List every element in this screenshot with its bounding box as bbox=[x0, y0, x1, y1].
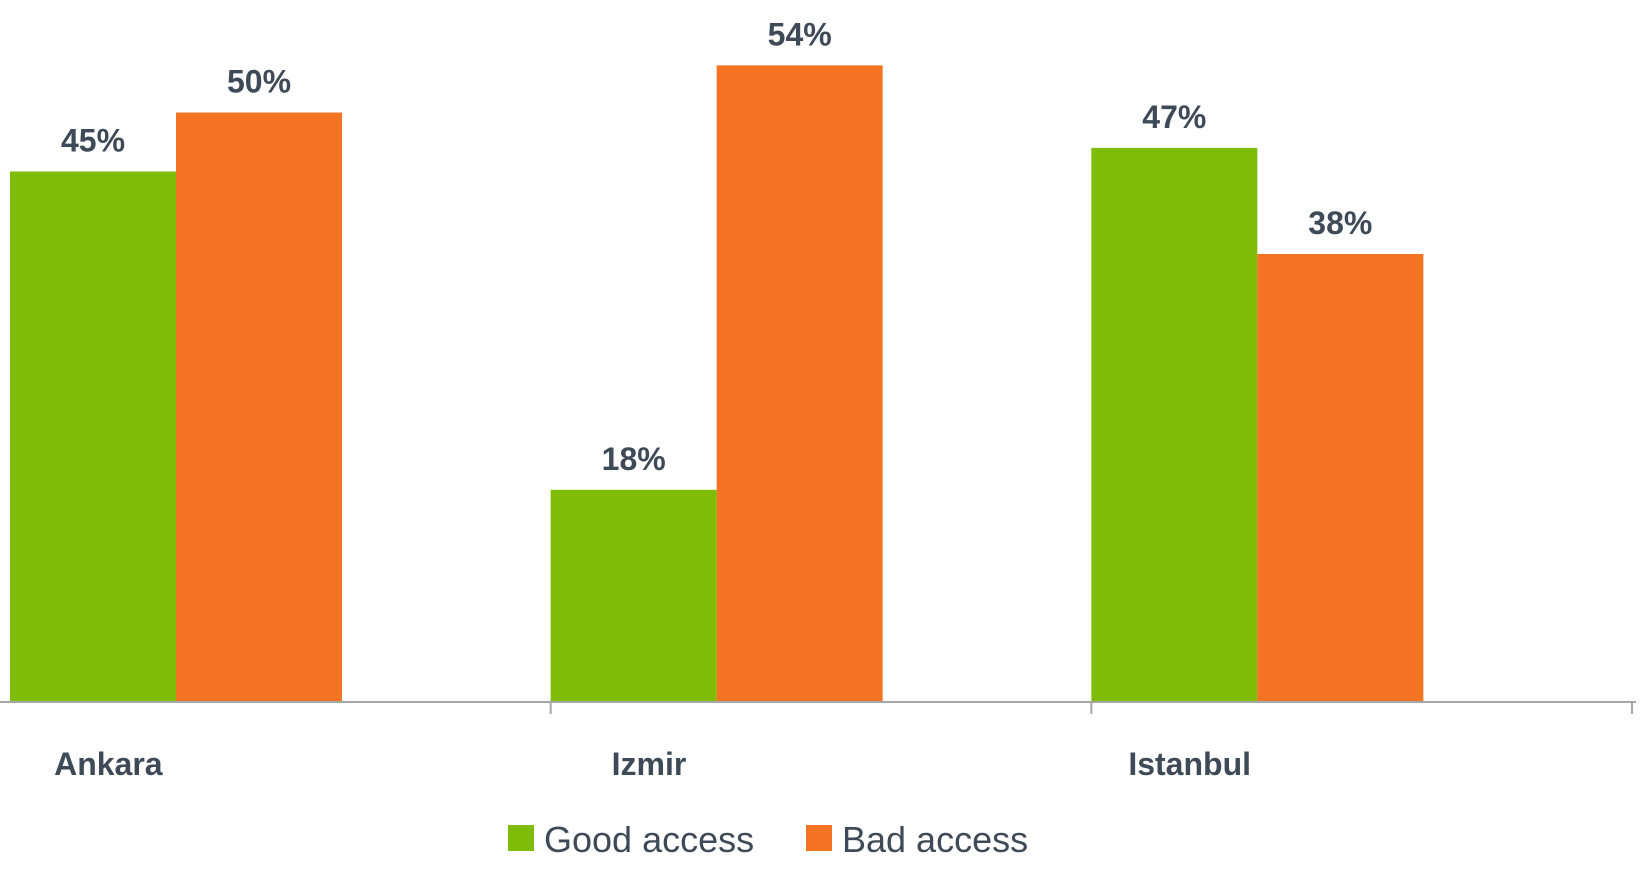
bar-istanbul-good-access bbox=[1091, 147, 1258, 703]
category-label-ankara: Ankara bbox=[54, 746, 163, 782]
legend-label-good-access: Good access bbox=[544, 819, 754, 860]
bar-izmir-bad-access bbox=[716, 65, 883, 703]
bar-ankara-good-access bbox=[10, 171, 176, 702]
x-axis bbox=[0, 701, 1636, 714]
data-labels-layer: 45% 50% 18% 54% 47% 38% bbox=[61, 16, 1372, 476]
legend-label-bad-access: Bad access bbox=[842, 819, 1028, 860]
category-label-istanbul: Istanbul bbox=[1128, 746, 1251, 782]
data-label: 18% bbox=[602, 441, 666, 477]
data-label: 54% bbox=[768, 16, 832, 52]
bar-ankara-bad-access bbox=[176, 112, 342, 703]
legend-swatch-bad-access bbox=[806, 825, 832, 851]
bar-istanbul-bad-access bbox=[1257, 254, 1424, 702]
data-label: 45% bbox=[61, 122, 125, 158]
bar-izmir-good-access bbox=[550, 489, 717, 702]
category-labels-layer: Ankara Izmir Istanbul bbox=[54, 746, 1251, 782]
legend-swatch-good-access bbox=[508, 825, 534, 851]
legend: Good access Bad access bbox=[508, 819, 1028, 860]
data-label: 47% bbox=[1142, 99, 1206, 135]
data-label: 50% bbox=[227, 64, 291, 100]
data-label: 38% bbox=[1308, 205, 1372, 241]
category-label-izmir: Izmir bbox=[612, 746, 687, 782]
bars-layer bbox=[10, 65, 1424, 703]
